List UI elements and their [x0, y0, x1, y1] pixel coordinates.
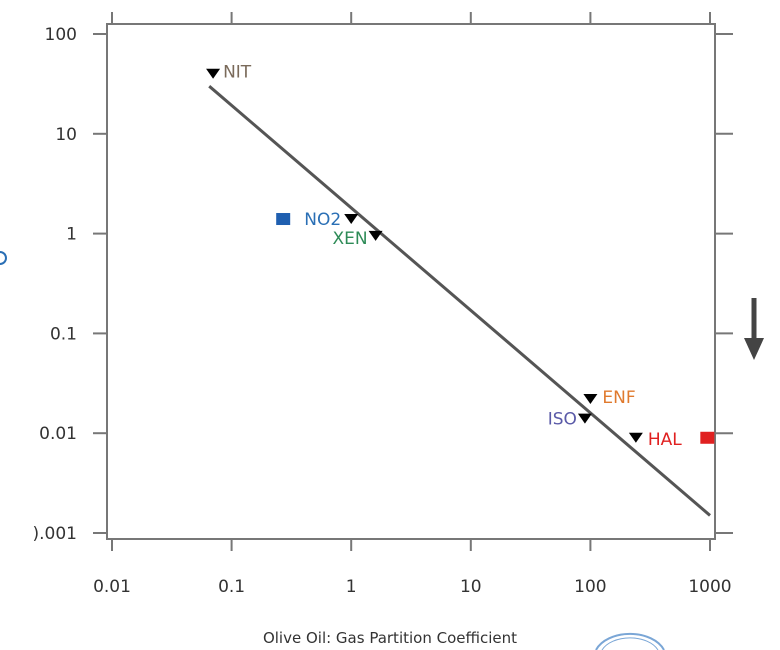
point-label: ISO	[548, 410, 577, 430]
partial-circle-decoration	[595, 632, 665, 650]
point-label: NO2	[304, 210, 341, 230]
y-tick-label: 1	[66, 225, 77, 245]
point-label: XEN	[333, 229, 368, 249]
blue-square-marker	[276, 213, 291, 226]
triangle-marker	[577, 413, 592, 424]
triangle-marker	[583, 394, 598, 405]
down-arrow-icon	[744, 298, 764, 360]
triangle-marker	[628, 432, 643, 443]
point-label: HAL	[648, 430, 682, 450]
data-point-xen: XEN	[333, 229, 383, 249]
x-axis-title: Olive Oil: Gas Partition Coefficient	[263, 629, 517, 647]
data-point-hal: HAL	[628, 430, 682, 450]
plot-area-frame	[106, 23, 716, 540]
point-label: ENF	[602, 388, 635, 408]
x-tick-label: 1	[346, 577, 357, 597]
x-tick-label: 100	[574, 577, 606, 597]
y-tick-label: 10	[55, 125, 77, 145]
fit-line	[208, 85, 711, 517]
y-tick-label: 0.01	[39, 424, 77, 444]
partial-circle-decoration-inner	[601, 637, 659, 650]
triangle-marker	[344, 214, 359, 225]
y-tick-label: 0.1	[50, 324, 77, 344]
legend-markers	[276, 213, 715, 444]
y-tick-label: ).001	[33, 524, 77, 544]
triangle-marker	[206, 68, 221, 79]
fit-line-group	[208, 85, 711, 517]
data-point-iso: ISO	[548, 410, 592, 430]
data-point-nit: NIT	[206, 63, 252, 83]
y-tick-label: 100	[45, 25, 77, 45]
data-point-no2: NO2	[304, 210, 359, 230]
partial-circle-icon	[0, 251, 7, 265]
x-tick-label: 0.1	[218, 577, 245, 597]
triangle-marker	[368, 230, 383, 241]
x-tick-label: 10	[460, 577, 482, 597]
red-square-marker	[700, 431, 715, 444]
axis-ticks: 0.01 0.1 1 10 100 1000 ).001 0.01 0.1 1 10 100	[33, 12, 733, 597]
x-tick-label: 1000	[688, 577, 731, 597]
data-point-enf: ENF	[583, 388, 636, 408]
x-tick-label: 0.01	[93, 577, 131, 597]
point-label: NIT	[223, 63, 252, 83]
